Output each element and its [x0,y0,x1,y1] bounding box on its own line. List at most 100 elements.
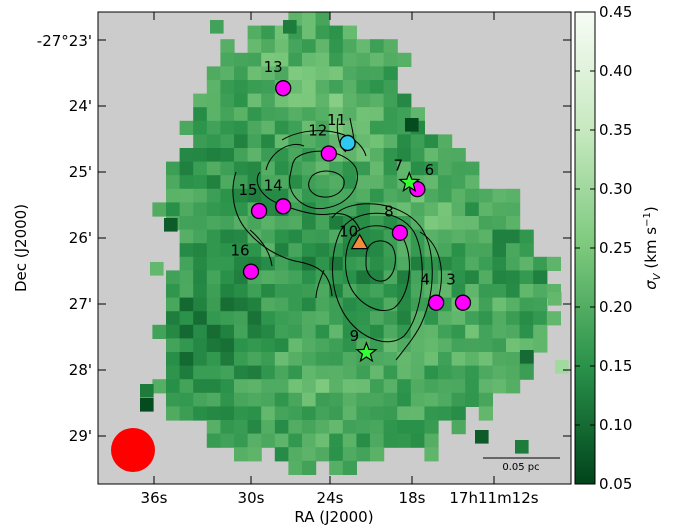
map-pixel [397,52,412,67]
source-label: 10 [339,223,358,241]
map-pixel [506,338,521,353]
map-pixel [397,256,412,271]
map-pixel [383,39,398,54]
map-pixel [342,148,357,163]
map-pixel [424,175,439,190]
map-pixel [342,120,357,135]
map-pixel [383,93,398,108]
map-pixel [274,229,289,244]
map-pixel [356,161,371,176]
map-pixel [519,229,534,244]
map-pixel [193,216,208,231]
map-pixel [424,352,439,367]
map-pixel [506,216,521,231]
map-pixel [220,284,235,299]
map-pixel [274,433,289,448]
map-pixel [356,284,371,299]
map-pixel [383,120,398,135]
map-pixel [519,243,534,258]
map-pixel [288,284,303,299]
x-tick-label: 24s [317,489,344,507]
map-pixel [492,202,507,217]
source-8-circle-marker [391,224,409,241]
map-pixel [288,433,303,448]
map-pixel [261,107,276,122]
map-pixel [329,256,344,271]
map-pixel [234,202,249,217]
map-pixel [261,324,276,339]
map-pixel [166,406,181,421]
map-pixel [247,66,262,81]
map-pixel [206,202,221,217]
map-pixel [506,229,521,244]
map-pixel [234,284,249,299]
map-pixel [370,284,385,299]
map-pixel [451,161,466,176]
map-pixel [356,256,371,271]
map-pixel [383,420,398,435]
map-pixel [370,433,385,448]
map-pixel [465,338,480,353]
colorbar-label: σV (km s−1) [642,206,663,289]
map-pixel [283,20,297,34]
map-pixel [405,118,419,132]
map-pixel [506,324,521,339]
map-pixel [438,229,453,244]
map-pixel [193,134,208,149]
map-pixel [356,134,371,149]
map-pixel [193,93,208,108]
map-pixel [424,338,439,353]
map-pixel [342,93,357,108]
map-pixel [140,384,154,398]
map-pixel [261,406,276,421]
map-pixel [206,243,221,258]
map-pixel [179,161,194,176]
map-pixel [438,338,453,353]
map-pixel [206,297,221,312]
map-pixel [370,134,385,149]
map-pixel [261,93,276,108]
map-pixel [302,365,317,380]
map-pixel [179,270,194,285]
map-pixel [465,216,480,231]
map-pixel [206,420,221,435]
map-pixel [465,188,480,203]
map-pixel [315,161,330,176]
map-pixel [315,188,330,203]
map-pixel [438,256,453,271]
map-pixel [206,134,221,149]
map-pixel [478,202,493,217]
map-pixel [356,66,371,81]
map-pixel [288,52,303,67]
map-pixel [342,365,357,380]
map-pixel [478,229,493,244]
map-pixel [370,120,385,135]
map-pixel [370,80,385,95]
map-pixel [465,284,480,299]
map-pixel [206,93,221,108]
map-pixel [397,338,412,353]
map-pixel [478,338,493,353]
map-pixel [492,365,507,380]
colorbar-tick-label: 0.30 [599,180,632,198]
map-pixel [220,392,235,407]
map-pixel [234,392,249,407]
map-pixel [274,107,289,122]
map-pixel [410,243,425,258]
map-pixel [261,175,276,190]
x-axis-label: RA (J2000) [294,508,373,526]
map-pixel [220,148,235,163]
map-pixel [356,379,371,394]
map-pixel [179,379,194,394]
velocity-dispersion-map [140,12,569,475]
map-pixel [451,229,466,244]
map-pixel [315,52,330,67]
map-pixel [329,66,344,81]
map-pixel [356,175,371,190]
map-pixel [234,379,249,394]
map-pixel [410,433,425,448]
map-pixel [383,175,398,190]
axis-ticks [98,12,571,484]
y-tick-label: 27' [69,295,92,313]
map-pixel [465,202,480,217]
